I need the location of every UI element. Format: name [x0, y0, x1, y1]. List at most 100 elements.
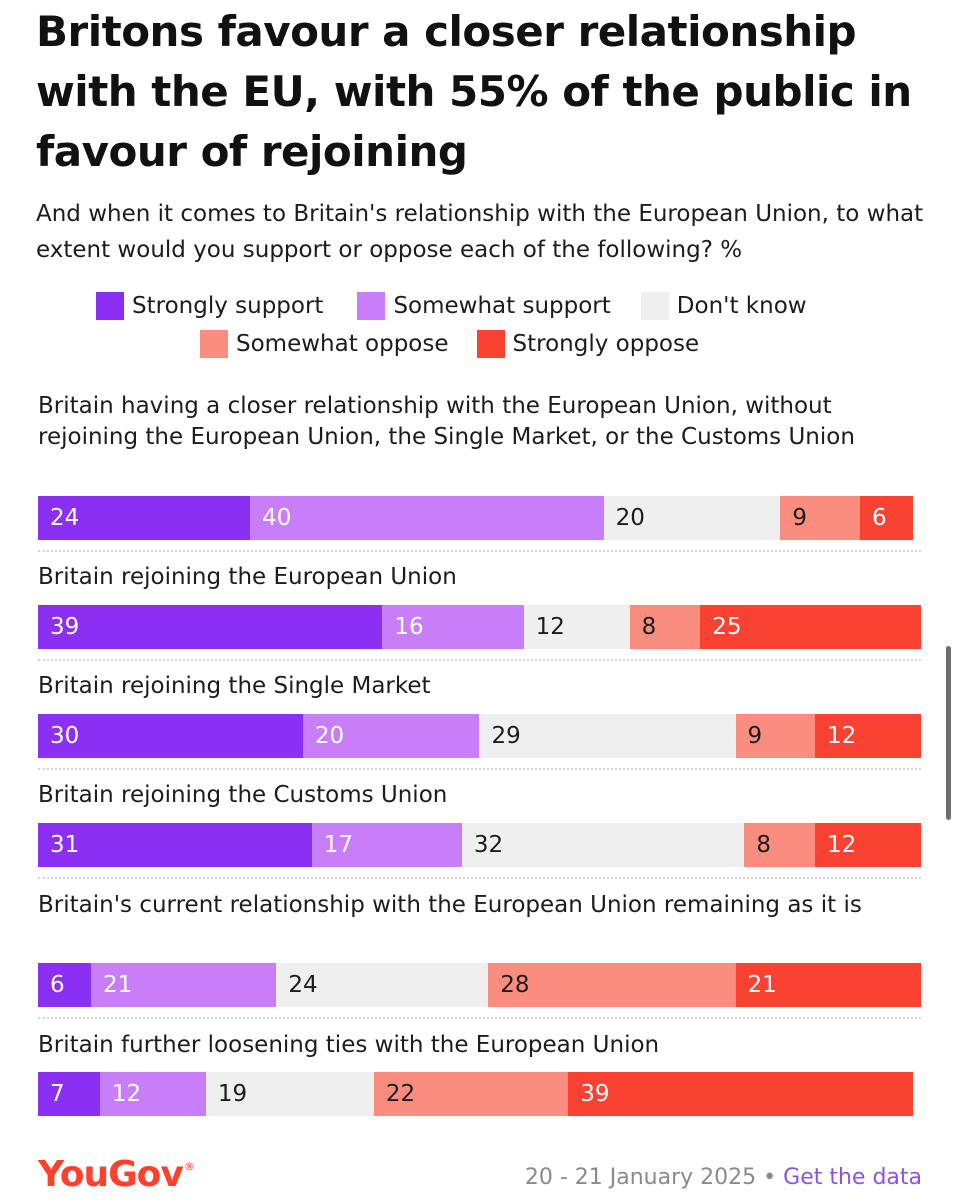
question-label: Britain rejoining the Single Market: [38, 673, 431, 699]
row-divider: [38, 1017, 921, 1019]
legend-swatch: [96, 292, 124, 320]
bar-segment-strongly-oppose: 21: [735, 963, 921, 1007]
legend-label: Strongly support: [132, 293, 324, 319]
get-the-data-link[interactable]: Get the data: [783, 1165, 922, 1190]
legend-row-1: Strongly support Somewhat support Don't …: [96, 292, 807, 320]
stacked-bar: 31 17 32 8 12: [38, 823, 921, 867]
data-label: 24: [288, 972, 318, 998]
bar-segment-strongly-support: 7: [38, 1072, 100, 1116]
bar-segment-somewhat-support: 16: [382, 605, 524, 649]
bar-segment-strongly-oppose: 12: [815, 823, 921, 867]
legend-label: Somewhat support: [393, 293, 611, 319]
data-label: 32: [473, 832, 504, 858]
scrollbar[interactable]: [946, 646, 951, 820]
bar-segment-strongly-support: 31: [38, 823, 312, 867]
survey-date: 20 - 21 January 2025: [524, 1165, 757, 1190]
bar-segment-somewhat-oppose: 28: [488, 963, 736, 1007]
bar-segment-strongly-support: 24: [38, 496, 251, 540]
bar-segment-dont-know: 12: [523, 605, 630, 649]
data-label: 7: [50, 1081, 65, 1107]
row-divider: [38, 768, 921, 770]
data-label: 12: [827, 723, 857, 749]
data-label: 22: [385, 1081, 416, 1107]
data-label: 21: [102, 972, 133, 998]
bar-segment-dont-know: 29: [479, 714, 736, 758]
data-label: 24: [50, 505, 80, 531]
data-label: 25: [712, 614, 742, 640]
legend-swatch: [200, 330, 228, 358]
data-label: 21: [747, 972, 777, 998]
legend-item-strongly-support: Strongly support: [96, 292, 323, 320]
data-label: 30: [50, 723, 80, 749]
data-label: 39: [50, 614, 80, 640]
bar-segment-somewhat-support: 12: [99, 1072, 206, 1116]
yougov-logo: YouGov®: [38, 1154, 195, 1195]
data-label: 19: [217, 1081, 248, 1107]
bar-segment-strongly-oppose: 25: [700, 605, 921, 649]
stacked-bar: 39 16 12 8 25: [38, 605, 921, 649]
bar-segment-somewhat-support: 20: [302, 714, 480, 758]
data-label: 29: [491, 723, 521, 749]
legend-swatch: [476, 330, 505, 358]
registered-mark: ®: [183, 1160, 195, 1173]
bar-segment-somewhat-oppose: 8: [629, 605, 701, 649]
bar-segment-strongly-support: 30: [38, 714, 303, 758]
data-label: 6: [50, 972, 65, 998]
bar-segment-somewhat-support: 21: [90, 963, 277, 1007]
bar-segment-dont-know: 24: [276, 963, 489, 1007]
chart-title: Britons favour a closer relationship wit…: [36, 7, 912, 176]
legend-swatch: [357, 292, 386, 320]
stacked-bar: 24 40 20 9 6: [38, 496, 913, 540]
legend-label: Somewhat oppose: [236, 331, 449, 357]
data-label: 40: [262, 505, 292, 531]
bar-segment-dont-know: 20: [603, 496, 781, 540]
legend-label: Strongly oppose: [512, 331, 700, 357]
bar-segment-dont-know: 32: [461, 823, 745, 867]
bar-segment-dont-know: 19: [205, 1072, 374, 1116]
data-label: 6: [871, 505, 887, 531]
data-label: 9: [747, 723, 763, 749]
row-divider: [38, 550, 921, 552]
stacked-bar: 6 21 24 28 21: [38, 963, 921, 1007]
data-label: 8: [641, 614, 657, 640]
legend-item-somewhat-oppose: Somewhat oppose: [200, 330, 449, 358]
legend-row-2: Somewhat oppose Strongly oppose: [200, 330, 699, 358]
data-label: 17: [323, 832, 353, 858]
bar-segment-strongly-oppose: 39: [568, 1072, 913, 1116]
data-label: 20: [314, 723, 345, 749]
legend-label: Don't know: [676, 293, 807, 319]
stacked-bar: 7 12 19 22 39: [38, 1072, 913, 1116]
data-label: 9: [792, 505, 808, 531]
data-label: 8: [756, 832, 772, 858]
bar-segment-somewhat-support: 17: [311, 823, 462, 867]
question-label: Britain further loosening ties with the …: [38, 1032, 660, 1058]
data-label: 16: [394, 614, 424, 640]
footer-bullet: •: [763, 1165, 777, 1190]
question-label: Britain's current relationship with the …: [38, 892, 862, 918]
bar-segment-strongly-support: 39: [38, 605, 383, 649]
question-label: Britain rejoining the European Union: [38, 564, 457, 590]
bar-segment-somewhat-oppose: 9: [735, 714, 816, 758]
bar-segment-somewhat-oppose: 22: [373, 1072, 569, 1116]
bar-segment-strongly-oppose: 12: [815, 714, 921, 758]
data-label: 31: [50, 832, 80, 858]
bar-segment-strongly-oppose: 6: [859, 496, 913, 540]
brand-name: YouGov: [38, 1154, 184, 1195]
bar-segment-strongly-support: 6: [38, 963, 91, 1007]
legend-item-strongly-oppose: Strongly oppose: [476, 330, 700, 358]
chart-subtitle: And when it comes to Britain's relations…: [36, 201, 924, 263]
legend-item-dont-know: Don't know: [640, 292, 807, 320]
bar-segment-somewhat-oppose: 8: [744, 823, 815, 867]
data-label: 39: [580, 1081, 610, 1107]
question-label: Britain having a closer relationship wit…: [38, 393, 855, 450]
data-label: 12: [111, 1081, 142, 1107]
row-divider: [38, 659, 921, 661]
data-label: 28: [500, 972, 530, 998]
footer-info: 20 - 21 January 2025 • Get the data: [525, 1165, 922, 1190]
data-label: 20: [615, 505, 645, 531]
row-divider: [38, 877, 921, 879]
legend-item-somewhat-support: Somewhat support: [357, 292, 611, 320]
legend-swatch: [640, 292, 669, 320]
question-label: Britain rejoining the Customs Union: [38, 782, 448, 808]
bar-segment-somewhat-oppose: 9: [780, 496, 860, 540]
